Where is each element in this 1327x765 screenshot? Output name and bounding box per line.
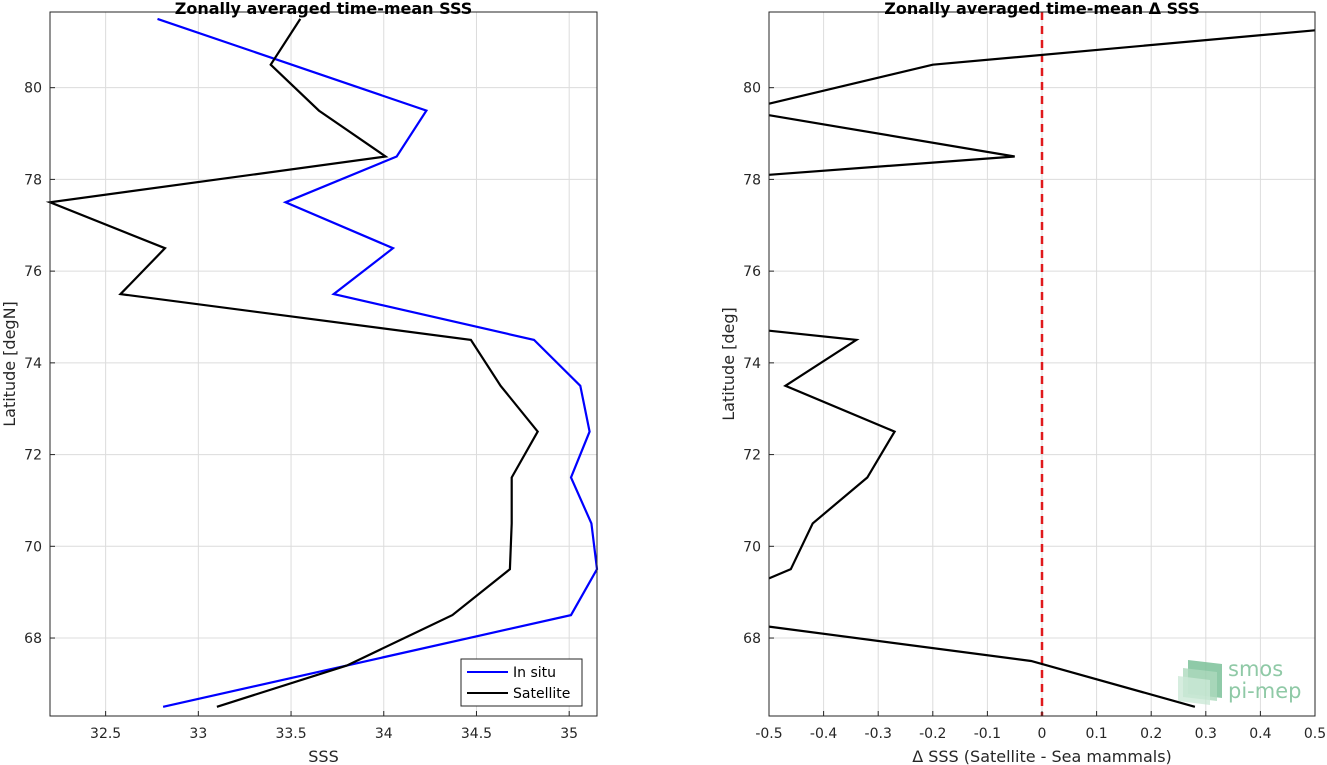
x-tick-label: 0 <box>1038 726 1047 742</box>
y-tick-label: 78 <box>24 172 42 188</box>
x-tick-label: 33 <box>189 726 207 742</box>
delta-sss-line <box>768 114 1015 176</box>
y-tick-label: 80 <box>743 81 761 97</box>
x-tick-label: 35 <box>560 726 578 742</box>
left-x-axis-label: SSS <box>308 747 338 765</box>
legend: In situ Satellite <box>460 658 583 707</box>
left-chart-panel: 32.5 33 33.5 34 34.5 35 68 70 72 74 76 78 80 Zonall… <box>0 0 599 765</box>
x-tick-label: -0.2 <box>919 726 946 742</box>
y-tick-label: 74 <box>24 356 42 372</box>
left-y-ticks: 68 70 72 74 76 78 80 <box>24 81 55 647</box>
y-tick-label: 72 <box>743 448 761 464</box>
right-x-ticks: -0.5 -0.4 -0.3 -0.2 -0.1 0 0.1 0.2 0.3 0.4 0.5 <box>755 711 1326 742</box>
x-tick-label: -0.4 <box>810 726 837 742</box>
y-tick-label: 80 <box>24 81 42 97</box>
logo-text-smos: smos <box>1228 657 1283 681</box>
smos-pi-mep-logo: smos pi-mep <box>1178 657 1301 705</box>
y-tick-label: 68 <box>743 631 761 647</box>
x-tick-label: 32.5 <box>90 726 121 742</box>
logo-text-pi-mep: pi-mep <box>1228 679 1301 703</box>
right-chart-title: Zonally averaged time-mean Δ SSS <box>884 0 1200 18</box>
y-tick-label: 70 <box>743 539 761 555</box>
y-tick-label: 76 <box>743 264 761 280</box>
legend-label-satellite: Satellite <box>513 686 570 702</box>
x-tick-label: -0.5 <box>755 726 782 742</box>
left-y-axis-label: Latitude [degN] <box>0 301 19 427</box>
left-x-ticks: 32.5 33 33.5 34 34.5 35 <box>90 711 578 742</box>
x-tick-label: 34.5 <box>461 726 492 742</box>
x-tick-label: 0.2 <box>1140 726 1162 742</box>
right-y-ticks: 68 70 72 74 76 78 80 <box>743 81 774 647</box>
x-tick-label: -0.3 <box>865 726 892 742</box>
x-tick-label: 0.3 <box>1195 726 1217 742</box>
legend-box <box>460 658 583 707</box>
delta-sss-line <box>768 329 897 580</box>
right-series-lines <box>768 29 1316 708</box>
series-line-satellite <box>45 18 540 708</box>
x-tick-label: 0.5 <box>1304 726 1326 742</box>
x-tick-label: 0.1 <box>1085 726 1107 742</box>
left-series-lines <box>45 17 599 708</box>
y-tick-label: 76 <box>24 264 42 280</box>
series-line-in-situ <box>157 17 599 708</box>
x-tick-label: 34 <box>375 726 393 742</box>
delta-sss-line <box>768 29 1316 105</box>
left-plot-frame <box>49 11 598 717</box>
right-chart-panel: -0.5 -0.4 -0.3 -0.2 -0.1 0 0.1 0.2 0.3 0.4 0.5 68 7… <box>719 0 1326 765</box>
y-tick-label: 74 <box>743 356 761 372</box>
logo-graphic <box>1178 660 1222 705</box>
delta-sss-line <box>768 625 1196 708</box>
right-y-axis-label: Latitude [deg] <box>719 307 738 421</box>
y-tick-label: 68 <box>24 631 42 647</box>
left-grid <box>50 12 597 716</box>
left-chart-title: Zonally averaged time-mean SSS <box>175 0 473 18</box>
x-tick-label: 33.5 <box>275 726 306 742</box>
y-tick-label: 70 <box>24 539 42 555</box>
y-tick-label: 72 <box>24 448 42 464</box>
legend-label-in-situ: In situ <box>513 665 556 681</box>
x-tick-label: 0.4 <box>1249 726 1271 742</box>
x-tick-label: -0.1 <box>974 726 1001 742</box>
y-tick-label: 78 <box>743 172 761 188</box>
right-x-axis-label: Δ SSS (Satellite - Sea mammals) <box>912 747 1172 765</box>
